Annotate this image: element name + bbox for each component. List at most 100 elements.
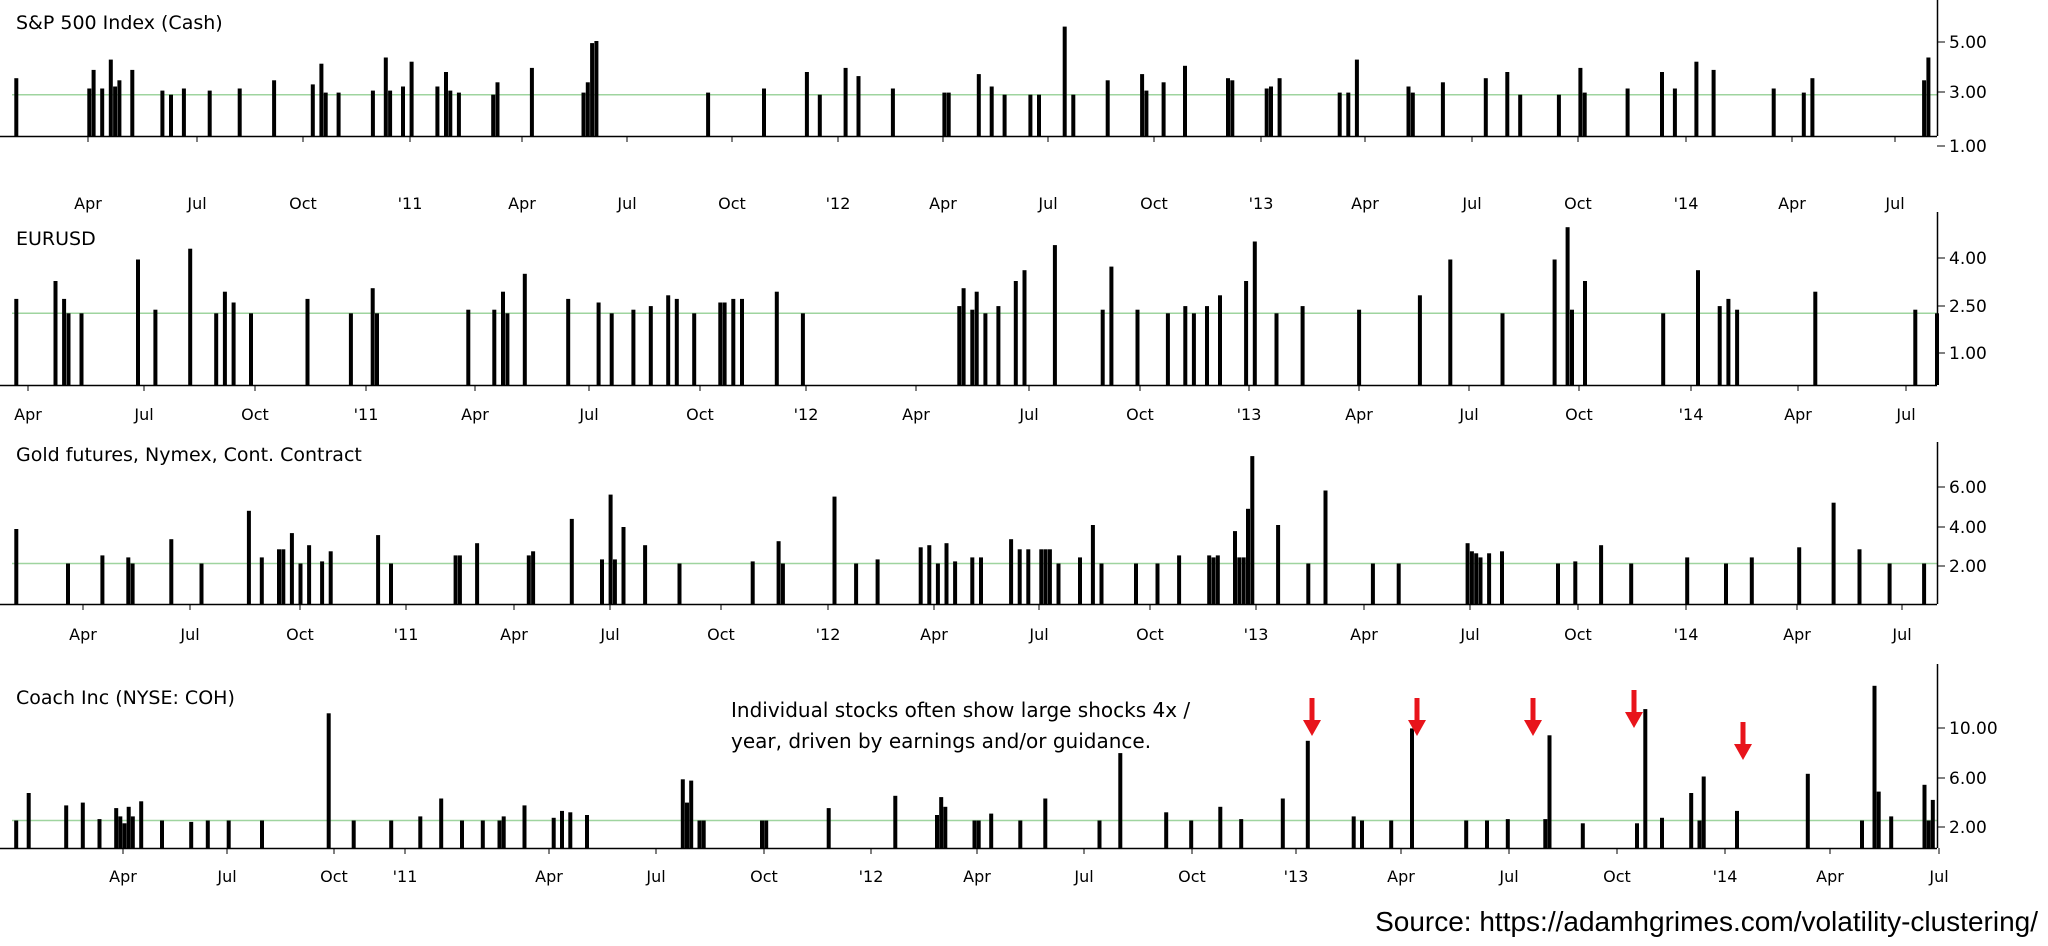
volatility-bar [1183,65,1187,136]
volatility-bar [643,545,648,604]
source-text: Source: https://adamhgrimes.com/volatili… [1375,906,2038,937]
volatility-bar [460,820,464,848]
x-tick-label: Oct [289,194,317,213]
volatility-bar [800,313,805,385]
volatility-bar [1801,92,1806,136]
volatility-bar [1930,799,1935,848]
volatility-bar [389,563,393,604]
volatility-bar [14,298,19,385]
volatility-bar [996,306,1001,385]
volatility-bar [826,808,831,848]
x-tick-label: Apr [902,405,930,424]
volatility-bar [1078,557,1082,604]
volatility-bar [689,780,694,848]
x-tick-label: Apr [69,625,97,644]
y-tick-label: 6.00 [1949,478,1987,498]
volatility-bar [272,80,277,136]
volatility-bar [1109,266,1114,385]
volatility-bar [1354,59,1359,136]
volatility-bar [1570,309,1574,385]
volatility-bar [551,817,556,849]
volatility-bar [370,288,375,385]
volatility-bar [1300,306,1305,385]
volatility-bar [685,802,689,848]
x-tick-label: Jul [1458,405,1478,424]
x-tick-label: Apr [1816,867,1844,886]
volatility-bar [1047,549,1052,604]
volatility-bar [893,795,898,849]
volatility-bar [305,298,310,385]
y-tick-label: 4.00 [1949,518,1987,538]
x-tick-label: Oct [241,405,269,424]
volatility-bar [526,555,531,604]
volatility-bar [631,309,636,385]
volatility-bar [389,820,394,848]
volatility-bar [1022,270,1027,385]
volatility-bar [260,820,264,848]
x-tick-label: '13 [1249,194,1274,213]
volatility-bar [935,815,939,848]
x-tick-label: Oct [320,867,348,886]
volatility-bar [531,551,536,604]
red-arrow-head [1734,744,1752,760]
x-tick-label: Oct [750,867,778,886]
volatility-bar [1410,92,1415,136]
volatility-bar [64,805,69,848]
x-tick-label: Apr [1350,625,1378,644]
volatility-bar [226,820,231,848]
volatility-bar [1134,563,1138,604]
volatility-bar [1469,551,1474,604]
y-tick-label: 2.00 [1949,818,1987,838]
volatility-bar [418,816,423,848]
volatility-bar [62,298,67,385]
volatility-bar [401,86,405,136]
volatility-bar [1474,553,1479,604]
volatility-bar [972,820,977,848]
volatility-bar [87,88,92,136]
volatility-bar [979,557,983,604]
volatility-bar [153,309,158,385]
volatility-bar [1661,313,1666,385]
volatility-bar [80,802,85,848]
x-tick-label: Jul [599,625,619,644]
red-arrow-head [1524,720,1542,736]
x-tick-label: Apr [500,625,528,644]
volatility-bar [237,88,242,136]
volatility-bar [1370,563,1375,604]
x-tick-label: Apr [1783,625,1811,644]
volatility-bar [1926,820,1931,848]
volatility-bar [113,86,118,136]
volatility-bar [1230,80,1235,136]
volatility-bar [1697,820,1702,848]
x-tick-label: '14 [1674,625,1699,644]
volatility-bar [456,92,461,136]
volatility-bar [1226,78,1230,136]
volatility-bar [448,90,453,136]
y-tick-label: 2.50 [1949,297,1987,317]
volatility-bar [976,820,981,848]
volatility-bar [453,555,458,604]
x-tick-label: Oct [1564,194,1592,213]
volatility-bar [1396,563,1401,604]
y-tick-label: 10.00 [1949,719,1998,739]
volatility-bar [585,82,590,136]
volatility-bar [1485,820,1489,848]
volatility-bar [1578,67,1583,136]
volatility-bar [1599,545,1604,604]
volatility-bar [989,86,994,136]
red-arrow-head [1303,720,1321,736]
volatility-bar [1483,78,1488,136]
volatility-bar [122,823,127,849]
volatility-bar [529,67,534,136]
volatility-bar [277,549,281,604]
volatility-bar [1547,735,1552,849]
volatility-bar [214,313,219,385]
volatility-bar [1161,82,1166,136]
volatility-bar [854,563,859,604]
volatility-bar [1043,798,1048,848]
volatility-bar [1155,563,1160,604]
volatility-bar [762,88,766,136]
x-tick-label: Oct [686,405,714,424]
x-tick-label: Oct [1564,625,1592,644]
